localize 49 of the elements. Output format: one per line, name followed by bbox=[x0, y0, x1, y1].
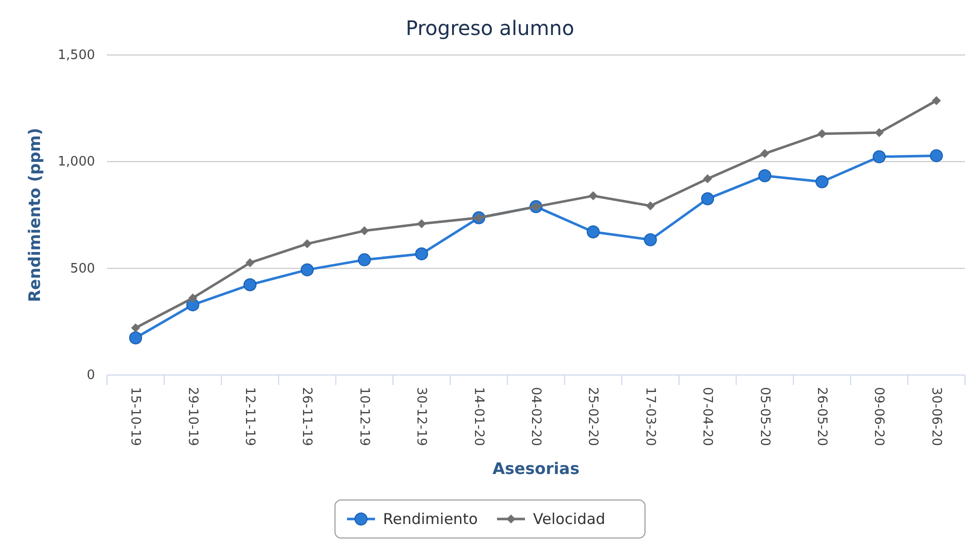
x-tick-label: 26-11-19 bbox=[299, 387, 314, 446]
x-tick-label: 15-10-19 bbox=[128, 387, 143, 446]
point bbox=[246, 258, 254, 268]
point bbox=[415, 247, 428, 260]
point bbox=[872, 150, 886, 164]
point bbox=[360, 226, 369, 236]
x-tick-label: 14-01-20 bbox=[470, 387, 486, 446]
chart-title: Progreso alumno bbox=[406, 16, 574, 40]
point bbox=[646, 201, 655, 210]
x-tick-label: 04-02-20 bbox=[528, 387, 543, 446]
x-tick-label: 30-06-20 bbox=[928, 387, 944, 446]
point bbox=[816, 175, 828, 188]
y-tick-label: 0 bbox=[86, 368, 95, 383]
x-tick-label: 26-05-20 bbox=[814, 387, 829, 446]
x-tick-label: 05-05-20 bbox=[756, 387, 772, 446]
x-tick-label: 10-12-19 bbox=[356, 387, 372, 446]
x-tick-label: 17-03-20 bbox=[642, 387, 658, 446]
legend-label: Velocidad bbox=[533, 510, 606, 528]
x-axis-title: Asesorias bbox=[492, 459, 580, 478]
point bbox=[302, 239, 312, 248]
y-axis-title: Rendimiento (ppm) bbox=[25, 128, 44, 302]
point bbox=[703, 174, 712, 184]
x-tick-label: 09-06-20 bbox=[871, 387, 886, 446]
point bbox=[417, 219, 426, 228]
point bbox=[358, 253, 371, 266]
point bbox=[300, 263, 314, 276]
point bbox=[758, 169, 772, 182]
point bbox=[932, 96, 941, 106]
point bbox=[188, 293, 198, 302]
y-tick-label: 1,000 bbox=[58, 154, 95, 170]
point bbox=[701, 192, 714, 206]
point bbox=[818, 129, 826, 138]
x-tick-label: 07-04-20 bbox=[700, 387, 715, 446]
point bbox=[760, 149, 770, 158]
point bbox=[131, 323, 140, 332]
x-tick-label: 30-12-19 bbox=[414, 387, 429, 446]
x-tick-label: 29-10-19 bbox=[184, 387, 200, 446]
y-tick-label: 500 bbox=[70, 261, 95, 276]
point bbox=[586, 225, 600, 238]
x-tick-label: 12-11-19 bbox=[242, 387, 257, 446]
point bbox=[644, 233, 657, 246]
y-tick-label: 1,500 bbox=[58, 48, 95, 63]
point bbox=[129, 331, 142, 344]
point bbox=[930, 149, 943, 162]
point bbox=[588, 191, 598, 200]
x-tick-label: 25-02-20 bbox=[585, 387, 600, 446]
point bbox=[874, 128, 884, 138]
legend-label: Rendimiento bbox=[383, 510, 478, 528]
point bbox=[244, 278, 256, 292]
